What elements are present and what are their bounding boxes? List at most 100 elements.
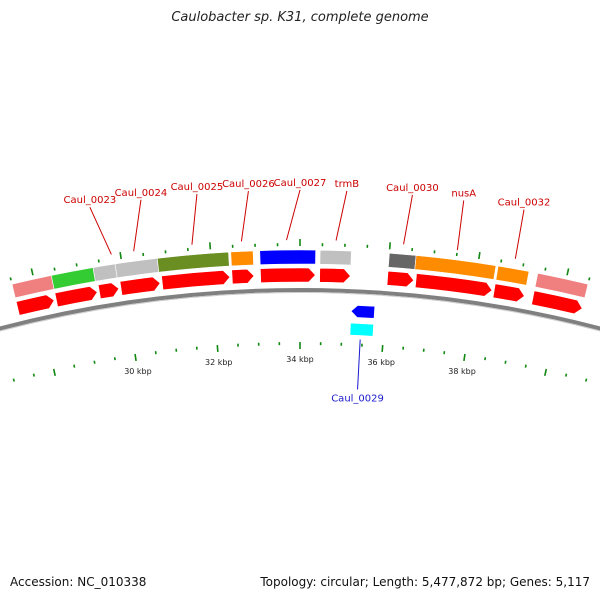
inner-tick bbox=[12, 378, 15, 382]
gene-label-leader bbox=[403, 194, 413, 245]
scale-labels: 30 kbp 32 kbp 34 kbp 36 kbp 38 kbp bbox=[124, 355, 476, 376]
gene-label-caul-0030[interactable]: Caul_0030 bbox=[386, 183, 439, 245]
inner-tick bbox=[524, 364, 527, 368]
inner-tick bbox=[463, 353, 466, 362]
cog-segment bbox=[319, 249, 352, 266]
inner-tick bbox=[504, 360, 507, 364]
gene-label-caul-0023[interactable]: Caul_0023 bbox=[64, 195, 117, 255]
outer-tick bbox=[478, 251, 481, 260]
gene-label-caul-0025[interactable]: Caul_0025 bbox=[171, 182, 224, 245]
gene-label-nusa[interactable]: nusA bbox=[451, 188, 476, 251]
gene-label-caul-0024[interactable]: Caul_0024 bbox=[115, 188, 168, 252]
gene-label-text: Caul_0029 bbox=[331, 394, 384, 405]
cog-segment bbox=[156, 251, 230, 273]
gene-label-text: Caul_0026 bbox=[222, 179, 275, 190]
inner-tick bbox=[134, 353, 137, 362]
outer-tick-marks bbox=[9, 239, 591, 281]
cog-track bbox=[11, 249, 589, 299]
inner-tick bbox=[564, 373, 568, 377]
cog-segment bbox=[414, 255, 497, 280]
cog-segment bbox=[114, 257, 160, 279]
forward-cds-track bbox=[15, 267, 583, 316]
forward-cds-arrow bbox=[161, 270, 231, 291]
cog-segment bbox=[230, 250, 254, 267]
scale-label: 34 kbp bbox=[286, 355, 314, 364]
forward-cds-arrow bbox=[231, 268, 255, 285]
gene-label-leader bbox=[357, 339, 361, 390]
scale-label: 30 kbp bbox=[124, 367, 152, 376]
backbone-arc bbox=[0, 288, 600, 331]
gene-labels: Caul_0023Caul_0024Caul_0025Caul_0026Caul… bbox=[64, 178, 551, 405]
gene-label-leader bbox=[89, 207, 112, 255]
cog-segment bbox=[388, 252, 417, 270]
gene-label-leader bbox=[133, 199, 142, 252]
genome-summary: Topology: circular; Length: 5,477,872 bp… bbox=[260, 575, 590, 589]
inner-tick bbox=[381, 344, 384, 353]
gene-label-caul-0032[interactable]: Caul_0032 bbox=[498, 198, 551, 259]
forward-cds-arrow bbox=[54, 286, 98, 308]
gene-label-leader bbox=[191, 194, 198, 245]
gene-label-text: Caul_0032 bbox=[498, 198, 551, 209]
gene-label-leader bbox=[285, 189, 301, 241]
inner-tick bbox=[216, 344, 219, 353]
forward-cds-arrow bbox=[97, 282, 120, 300]
outer-tick bbox=[209, 242, 212, 250]
inner-tick bbox=[544, 368, 548, 376]
outer-tick bbox=[522, 263, 525, 267]
gene-label-caul-0029[interactable]: Caul_0029 bbox=[331, 339, 384, 405]
cog-segment bbox=[534, 272, 589, 299]
forward-cds-arrow bbox=[119, 276, 161, 296]
gene-label-leader bbox=[456, 200, 465, 251]
genome-title: Caulobacter sp. K31, complete genome bbox=[171, 10, 429, 25]
gene-label-text: Caul_0027 bbox=[274, 178, 327, 189]
scale-label: 32 kbp bbox=[205, 358, 233, 367]
forward-cds-arrow bbox=[414, 273, 493, 297]
inner-tick bbox=[93, 360, 96, 364]
outer-tick bbox=[30, 268, 34, 276]
outer-tick bbox=[119, 251, 122, 260]
cog-segment bbox=[495, 265, 530, 286]
forward-cds-arrow bbox=[319, 267, 351, 284]
cog-segment bbox=[50, 267, 96, 290]
inner-tick bbox=[32, 373, 36, 377]
outer-tick bbox=[566, 268, 570, 276]
reverse-cds-arrow bbox=[350, 305, 376, 319]
gene-label-leader bbox=[514, 209, 525, 259]
cog-segment bbox=[11, 275, 55, 299]
genome-backbone bbox=[0, 288, 600, 332]
forward-cds-arrow bbox=[386, 270, 415, 288]
gene-label-leader bbox=[240, 190, 249, 242]
forward-cds-arrow bbox=[492, 283, 525, 303]
forward-cds-arrow bbox=[260, 267, 316, 283]
gene-label-caul-0026[interactable]: Caul_0026 bbox=[222, 179, 275, 242]
gene-label-text: trmB bbox=[335, 179, 360, 190]
gene-label-text: nusA bbox=[451, 188, 476, 199]
cog-segment bbox=[92, 263, 118, 282]
reverse-cog-segment bbox=[349, 322, 374, 337]
reverse-cds-track bbox=[349, 305, 376, 337]
inner-tick bbox=[585, 378, 588, 382]
gene-label-text: Caul_0030 bbox=[386, 183, 439, 194]
gene-label-caul-0027[interactable]: Caul_0027 bbox=[274, 178, 327, 241]
cog-segment bbox=[259, 249, 316, 265]
gene-label-text: Caul_0023 bbox=[64, 195, 117, 206]
inner-tick-marks bbox=[12, 342, 588, 382]
scale-label: 38 kbp bbox=[448, 367, 476, 376]
gene-label-leader bbox=[335, 190, 348, 241]
gene-label-text: Caul_0024 bbox=[115, 188, 168, 199]
gene-label-trmb[interactable]: trmB bbox=[335, 179, 360, 241]
gene-label-text: Caul_0025 bbox=[171, 182, 224, 193]
outer-tick bbox=[588, 277, 591, 281]
inner-tick bbox=[52, 368, 56, 376]
backbone-highlight bbox=[0, 292, 600, 332]
forward-cds-arrow bbox=[15, 294, 55, 316]
outer-tick bbox=[53, 267, 56, 271]
outer-tick bbox=[75, 263, 78, 267]
outer-tick bbox=[9, 277, 12, 281]
outer-tick bbox=[544, 267, 547, 271]
accession-label: Accession: NC_010338 bbox=[10, 575, 147, 589]
outer-tick bbox=[388, 242, 391, 250]
inner-tick bbox=[73, 364, 76, 368]
forward-cds-arrow bbox=[531, 290, 583, 315]
